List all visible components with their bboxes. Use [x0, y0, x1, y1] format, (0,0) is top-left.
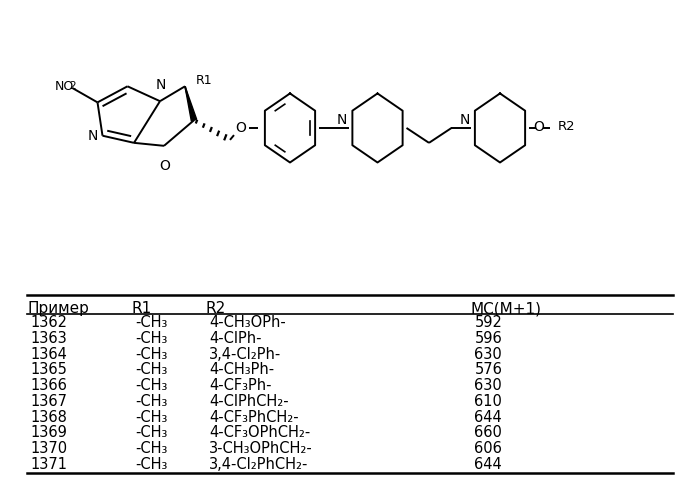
Text: 1367: 1367 [31, 394, 68, 409]
Text: 644: 644 [475, 457, 502, 472]
Text: 1371: 1371 [31, 457, 68, 472]
Text: R1: R1 [132, 301, 152, 316]
Text: -CH₃: -CH₃ [135, 347, 167, 361]
Text: O: O [160, 159, 170, 173]
Text: 1370: 1370 [31, 441, 68, 456]
Text: N: N [156, 78, 166, 92]
Text: 3,4-Cl₂Ph-: 3,4-Cl₂Ph- [209, 347, 281, 361]
Text: N: N [337, 113, 347, 127]
Text: R1: R1 [196, 74, 213, 87]
Text: 630: 630 [475, 378, 502, 393]
Text: R2: R2 [206, 301, 226, 316]
Text: NO: NO [55, 80, 74, 93]
Text: -CH₃: -CH₃ [135, 331, 167, 346]
Text: 1365: 1365 [31, 362, 68, 377]
Text: 630: 630 [475, 347, 502, 361]
Text: O: O [236, 121, 246, 135]
Text: R2: R2 [558, 120, 575, 133]
Text: -CH₃: -CH₃ [135, 362, 167, 377]
Text: 3-CH₃OPhCH₂-: 3-CH₃OPhCH₂- [209, 441, 313, 456]
Text: -CH₃: -CH₃ [135, 409, 167, 425]
Text: 1362: 1362 [31, 315, 68, 330]
Text: 1363: 1363 [31, 331, 67, 346]
Text: 1368: 1368 [31, 409, 68, 425]
Text: 4-CF₃PhCH₂-: 4-CF₃PhCH₂- [209, 409, 298, 425]
Text: 4-CF₃Ph-: 4-CF₃Ph- [209, 378, 272, 393]
Text: 1366: 1366 [31, 378, 68, 393]
Text: 606: 606 [475, 441, 502, 456]
Text: -CH₃: -CH₃ [135, 425, 167, 440]
Text: 576: 576 [475, 362, 502, 377]
Polygon shape [185, 86, 197, 121]
Text: 4-CH₃Ph-: 4-CH₃Ph- [209, 362, 274, 377]
Text: 4-CH₃OPh-: 4-CH₃OPh- [209, 315, 286, 330]
Text: 1364: 1364 [31, 347, 68, 361]
Text: 4-ClPh-: 4-ClPh- [209, 331, 261, 346]
Text: 596: 596 [475, 331, 502, 346]
Text: N: N [88, 129, 98, 143]
Text: 644: 644 [475, 409, 502, 425]
Text: -CH₃: -CH₃ [135, 315, 167, 330]
Text: МС(М+1): МС(М+1) [471, 301, 542, 316]
Text: 592: 592 [475, 315, 502, 330]
Text: O: O [533, 120, 545, 134]
Text: -CH₃: -CH₃ [135, 378, 167, 393]
Text: -CH₃: -CH₃ [135, 457, 167, 472]
Text: Пример: Пример [27, 301, 90, 316]
Text: 4-ClPhCH₂-: 4-ClPhCH₂- [209, 394, 288, 409]
Text: 1369: 1369 [31, 425, 68, 440]
Text: N: N [460, 113, 470, 127]
Text: 3,4-Cl₂PhCH₂-: 3,4-Cl₂PhCH₂- [209, 457, 308, 472]
Text: 660: 660 [475, 425, 502, 440]
Text: -CH₃: -CH₃ [135, 441, 167, 456]
Text: 610: 610 [475, 394, 502, 409]
Text: 2: 2 [69, 81, 76, 91]
Text: -CH₃: -CH₃ [135, 394, 167, 409]
Text: 4-CF₃OPhCH₂-: 4-CF₃OPhCH₂- [209, 425, 310, 440]
